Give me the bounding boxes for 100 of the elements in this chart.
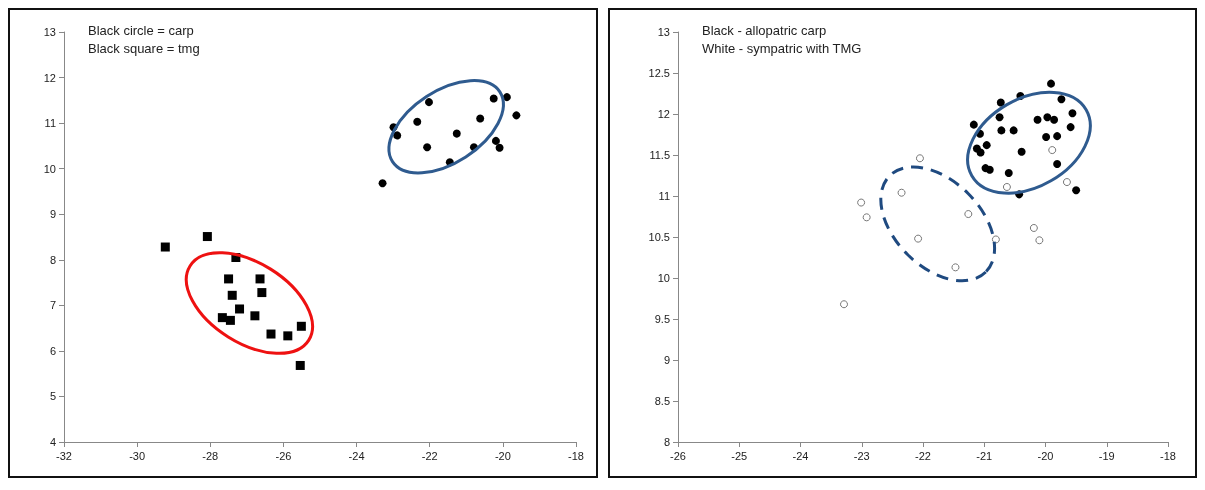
y-tick-label: 10	[43, 162, 56, 175]
y-tick-label: 8	[49, 253, 56, 266]
point	[1046, 79, 1055, 88]
x-tick-label: -30	[129, 449, 146, 462]
point	[963, 210, 972, 219]
point	[856, 198, 865, 207]
x-tick-label: -18	[568, 449, 584, 462]
point	[423, 143, 432, 152]
point	[283, 331, 293, 341]
point	[969, 120, 978, 129]
y-tick-label: 11.5	[648, 149, 670, 161]
point	[378, 179, 387, 188]
point	[915, 154, 924, 163]
x-tick-label: -20	[494, 449, 511, 462]
point	[491, 136, 500, 145]
point	[225, 315, 235, 325]
point	[295, 360, 305, 370]
x-tick-label: -28	[202, 449, 219, 462]
point	[897, 188, 906, 197]
point	[996, 98, 1005, 107]
annotation: Black circle = carp	[88, 23, 194, 38]
annotation: Black - allopatric carp	[701, 23, 826, 38]
annotation: White - sympatric with TMG	[701, 41, 861, 56]
point	[839, 300, 848, 309]
point	[1029, 223, 1038, 232]
point	[160, 242, 170, 252]
point	[296, 321, 306, 331]
x-tick-label: -22	[914, 449, 931, 462]
point	[1009, 126, 1018, 135]
x-tick-label: -26	[275, 449, 292, 462]
point	[985, 165, 994, 174]
y-tick-label: 13	[657, 26, 670, 38]
point	[976, 148, 985, 157]
point	[476, 114, 485, 123]
point	[1052, 160, 1061, 169]
y-tick-label: 9	[663, 354, 670, 366]
x-tick-label: -20	[1037, 449, 1053, 462]
point	[1047, 146, 1056, 155]
y-tick-label: 12.5	[648, 67, 670, 79]
point	[1066, 123, 1075, 132]
point	[1052, 132, 1061, 141]
point	[217, 313, 227, 323]
point	[512, 111, 521, 120]
point	[227, 290, 237, 300]
x-tick-label: -19	[1098, 449, 1115, 462]
point	[913, 234, 922, 243]
y-tick-label: 12	[657, 108, 670, 120]
x-tick-label: -22	[421, 449, 438, 462]
y-tick-label: 9	[49, 208, 56, 221]
point	[995, 113, 1004, 122]
point	[489, 94, 498, 103]
point	[862, 213, 871, 222]
point	[452, 129, 461, 138]
point	[424, 98, 433, 107]
y-tick-label: 11	[658, 190, 670, 202]
point	[996, 126, 1005, 135]
point	[1002, 182, 1011, 191]
point	[257, 288, 267, 298]
point	[255, 274, 265, 284]
x-tick-label: -23	[853, 449, 870, 462]
point	[1004, 169, 1013, 178]
point	[1062, 178, 1071, 187]
point	[1067, 109, 1076, 118]
point	[1049, 115, 1058, 124]
y-tick-label: 5	[49, 390, 56, 403]
x-tick-label: -21	[975, 449, 992, 462]
point	[235, 304, 245, 314]
y-tick-label: 9.5	[654, 313, 670, 325]
point	[991, 235, 1000, 244]
annotation: Black square = tmg	[88, 41, 200, 56]
y-tick-label: 4	[49, 436, 56, 448]
point	[1071, 186, 1080, 195]
point	[1041, 132, 1050, 141]
point	[1017, 147, 1026, 156]
y-tick-label: 10.5	[648, 231, 670, 243]
x-tick-label: -24	[792, 449, 808, 462]
x-tick-label: -32	[56, 449, 72, 462]
y-tick-label: 7	[49, 299, 56, 312]
point	[1042, 113, 1051, 122]
point	[413, 117, 422, 126]
point	[202, 232, 212, 242]
x-tick-label: -26	[669, 449, 686, 462]
x-tick-label: -24	[348, 449, 365, 462]
point	[393, 131, 402, 140]
y-tick-label: 8.5	[654, 395, 670, 407]
point	[1034, 236, 1043, 245]
y-tick-label: 12	[43, 71, 56, 84]
y-tick-label: 13	[43, 26, 56, 38]
point	[266, 329, 276, 339]
point	[1033, 115, 1042, 124]
point	[502, 93, 511, 102]
x-tick-label: -18	[1159, 449, 1176, 462]
point	[1056, 95, 1065, 104]
point	[250, 311, 260, 321]
point	[224, 274, 234, 284]
y-tick-label: 6	[49, 344, 56, 357]
point	[982, 141, 991, 150]
point	[495, 143, 504, 152]
x-tick-label: -25	[730, 449, 747, 462]
point	[950, 263, 959, 272]
